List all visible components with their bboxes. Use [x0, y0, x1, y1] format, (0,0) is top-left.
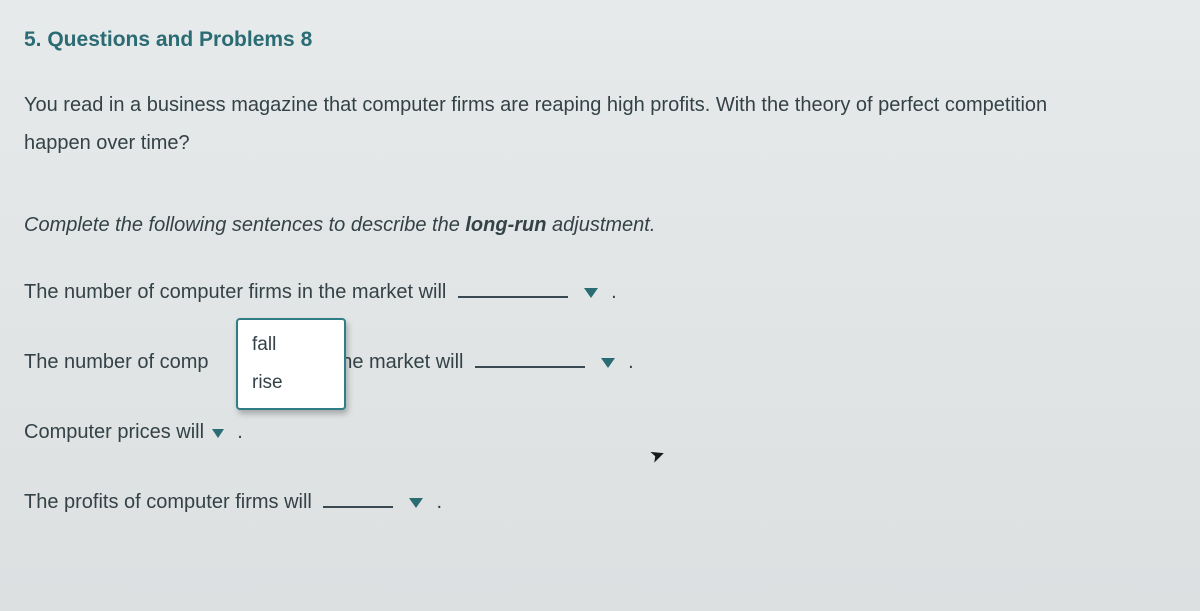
question-title: 5. Questions and Problems 8	[24, 28, 1200, 52]
sentence-4: The profits of computer firms will .	[24, 487, 1200, 517]
dropdown-option-fall[interactable]: fall	[238, 326, 344, 364]
prompt-line-2: happen over time?	[24, 132, 190, 154]
sentence-3: Computer prices will .	[24, 417, 1200, 447]
instruction-text: Complete the following sentences to desc…	[24, 214, 1200, 237]
sentence-2: The number of comp the market will .	[24, 347, 1200, 377]
instruction-post: adjustment.	[546, 214, 655, 236]
question-page: 5. Questions and Problems 8 You read in …	[0, 0, 1200, 611]
period-3: .	[237, 417, 243, 447]
dropdown-caret-1[interactable]	[584, 288, 598, 298]
sentence-1-text: The number of computer firms in the mark…	[24, 281, 446, 303]
sentence-1: The number of computer firms in the mark…	[24, 277, 1200, 307]
dropdown-caret-4[interactable]	[409, 498, 423, 508]
blank-4[interactable]	[323, 490, 393, 508]
dropdown-popup[interactable]: fall rise	[236, 318, 346, 410]
prompt-line-1: You read in a business magazine that com…	[24, 94, 1047, 116]
blank-2[interactable]	[475, 350, 585, 368]
dropdown-option-rise[interactable]: rise	[238, 364, 344, 402]
period-1: .	[611, 277, 617, 307]
question-prompt: You read in a business magazine that com…	[24, 86, 1200, 162]
sentence-2-pre: The number of comp	[24, 351, 209, 373]
sentence-3-text: Computer prices will	[24, 421, 204, 443]
dropdown-caret-3[interactable]	[212, 429, 224, 438]
blank-1[interactable]	[458, 280, 568, 298]
period-4: .	[437, 487, 443, 517]
instruction-bold: long-run	[465, 214, 546, 236]
sentence-2-post: the market will	[336, 351, 464, 373]
period-2: .	[628, 347, 634, 377]
instruction-pre: Complete the following sentences to desc…	[24, 214, 465, 236]
dropdown-caret-2[interactable]	[601, 358, 615, 368]
sentence-4-text: The profits of computer firms will	[24, 491, 312, 513]
